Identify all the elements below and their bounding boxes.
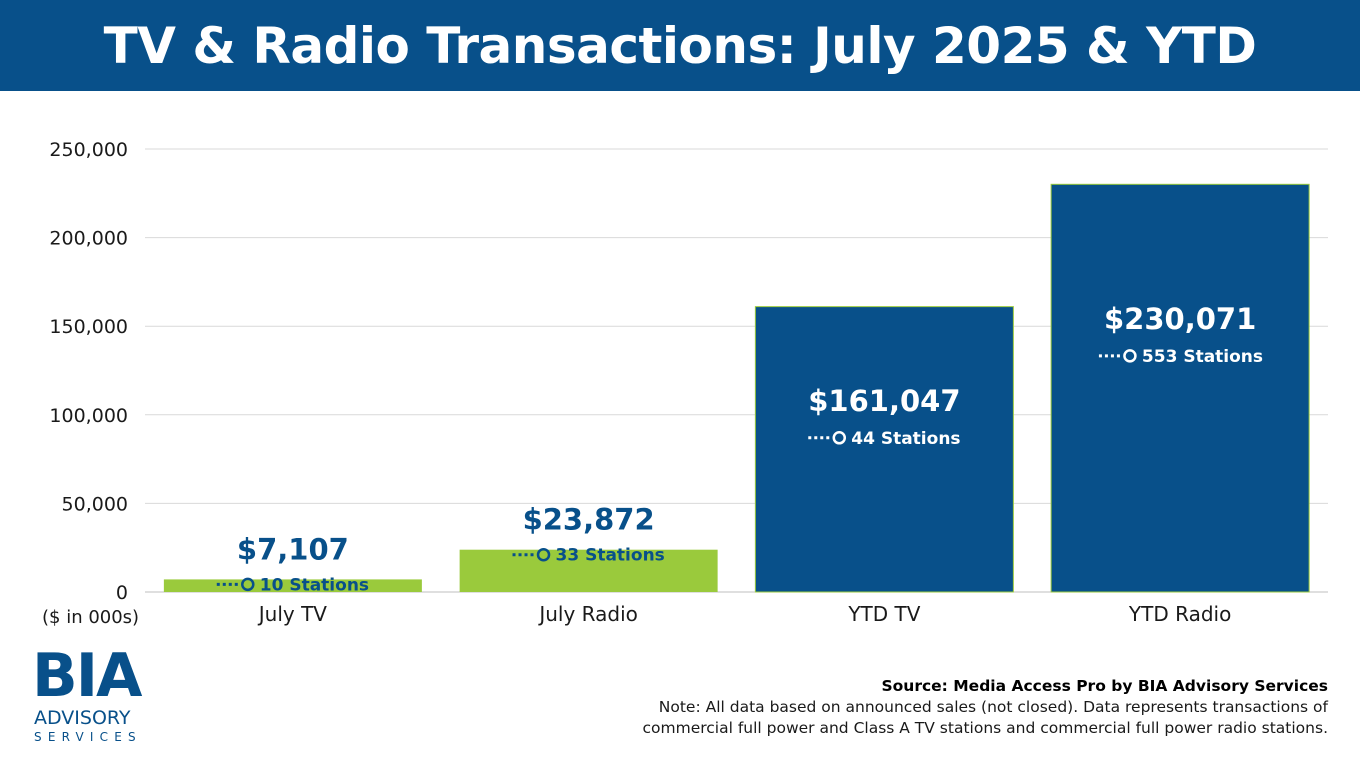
x-tick-label: July TV [257, 602, 328, 626]
y-tick-label: 200,000 [49, 228, 128, 250]
bar [754, 306, 1014, 593]
x-tick-label: YTD TV [847, 602, 920, 626]
title-banner: TV & Radio Transactions: July 2025 & YTD [0, 0, 1360, 91]
source-note: Source: Media Access Pro by BIA Advisory… [881, 677, 1328, 695]
station-count-label: 33 Stations [556, 546, 665, 566]
y-tick-label: 150,000 [49, 316, 128, 338]
logo-wordmark: BIA [32, 641, 142, 711]
bar [1050, 183, 1310, 593]
unit-label: ($ in 000s) [42, 607, 139, 628]
data-note-line-1: Note: All data based on announced sales … [658, 698, 1328, 716]
station-count-label: 10 Stations [260, 575, 369, 595]
station-count-label: 553 Stations [1142, 347, 1263, 367]
logo-advisory-text: ADVISORY [34, 707, 131, 729]
station-ring-icon [1123, 349, 1137, 363]
y-tick-label: 250,000 [49, 139, 128, 161]
page-title: TV & Radio Transactions: July 2025 & YTD [103, 16, 1257, 75]
data-note-line-2: commercial full power and Class A TV sta… [642, 719, 1329, 737]
station-count-label: 44 Stations [851, 429, 960, 449]
logo-services-text: SERVICES [34, 730, 142, 744]
station-ring-icon [832, 431, 847, 445]
y-tick-label: 100,000 [49, 405, 128, 427]
y-tick-label: 50,000 [62, 493, 128, 515]
y-tick-label: 0 [116, 582, 128, 604]
bia-logo: BIA ADVISORY SERVICES [32, 646, 162, 746]
value-label: $161,047 [808, 384, 960, 418]
x-tick-label: July Radio [537, 602, 638, 626]
bar [459, 549, 718, 592]
bar [163, 579, 422, 592]
station-ring-icon [241, 577, 255, 592]
value-label: $23,872 [523, 503, 655, 537]
station-ring-icon [536, 547, 551, 562]
x-tick-label: YTD Radio [1128, 602, 1231, 626]
footer-notes: Source: Media Access Pro by BIA Advisory… [468, 676, 1329, 739]
value-label: $7,107 [237, 532, 349, 566]
value-label: $230,071 [1104, 302, 1256, 336]
